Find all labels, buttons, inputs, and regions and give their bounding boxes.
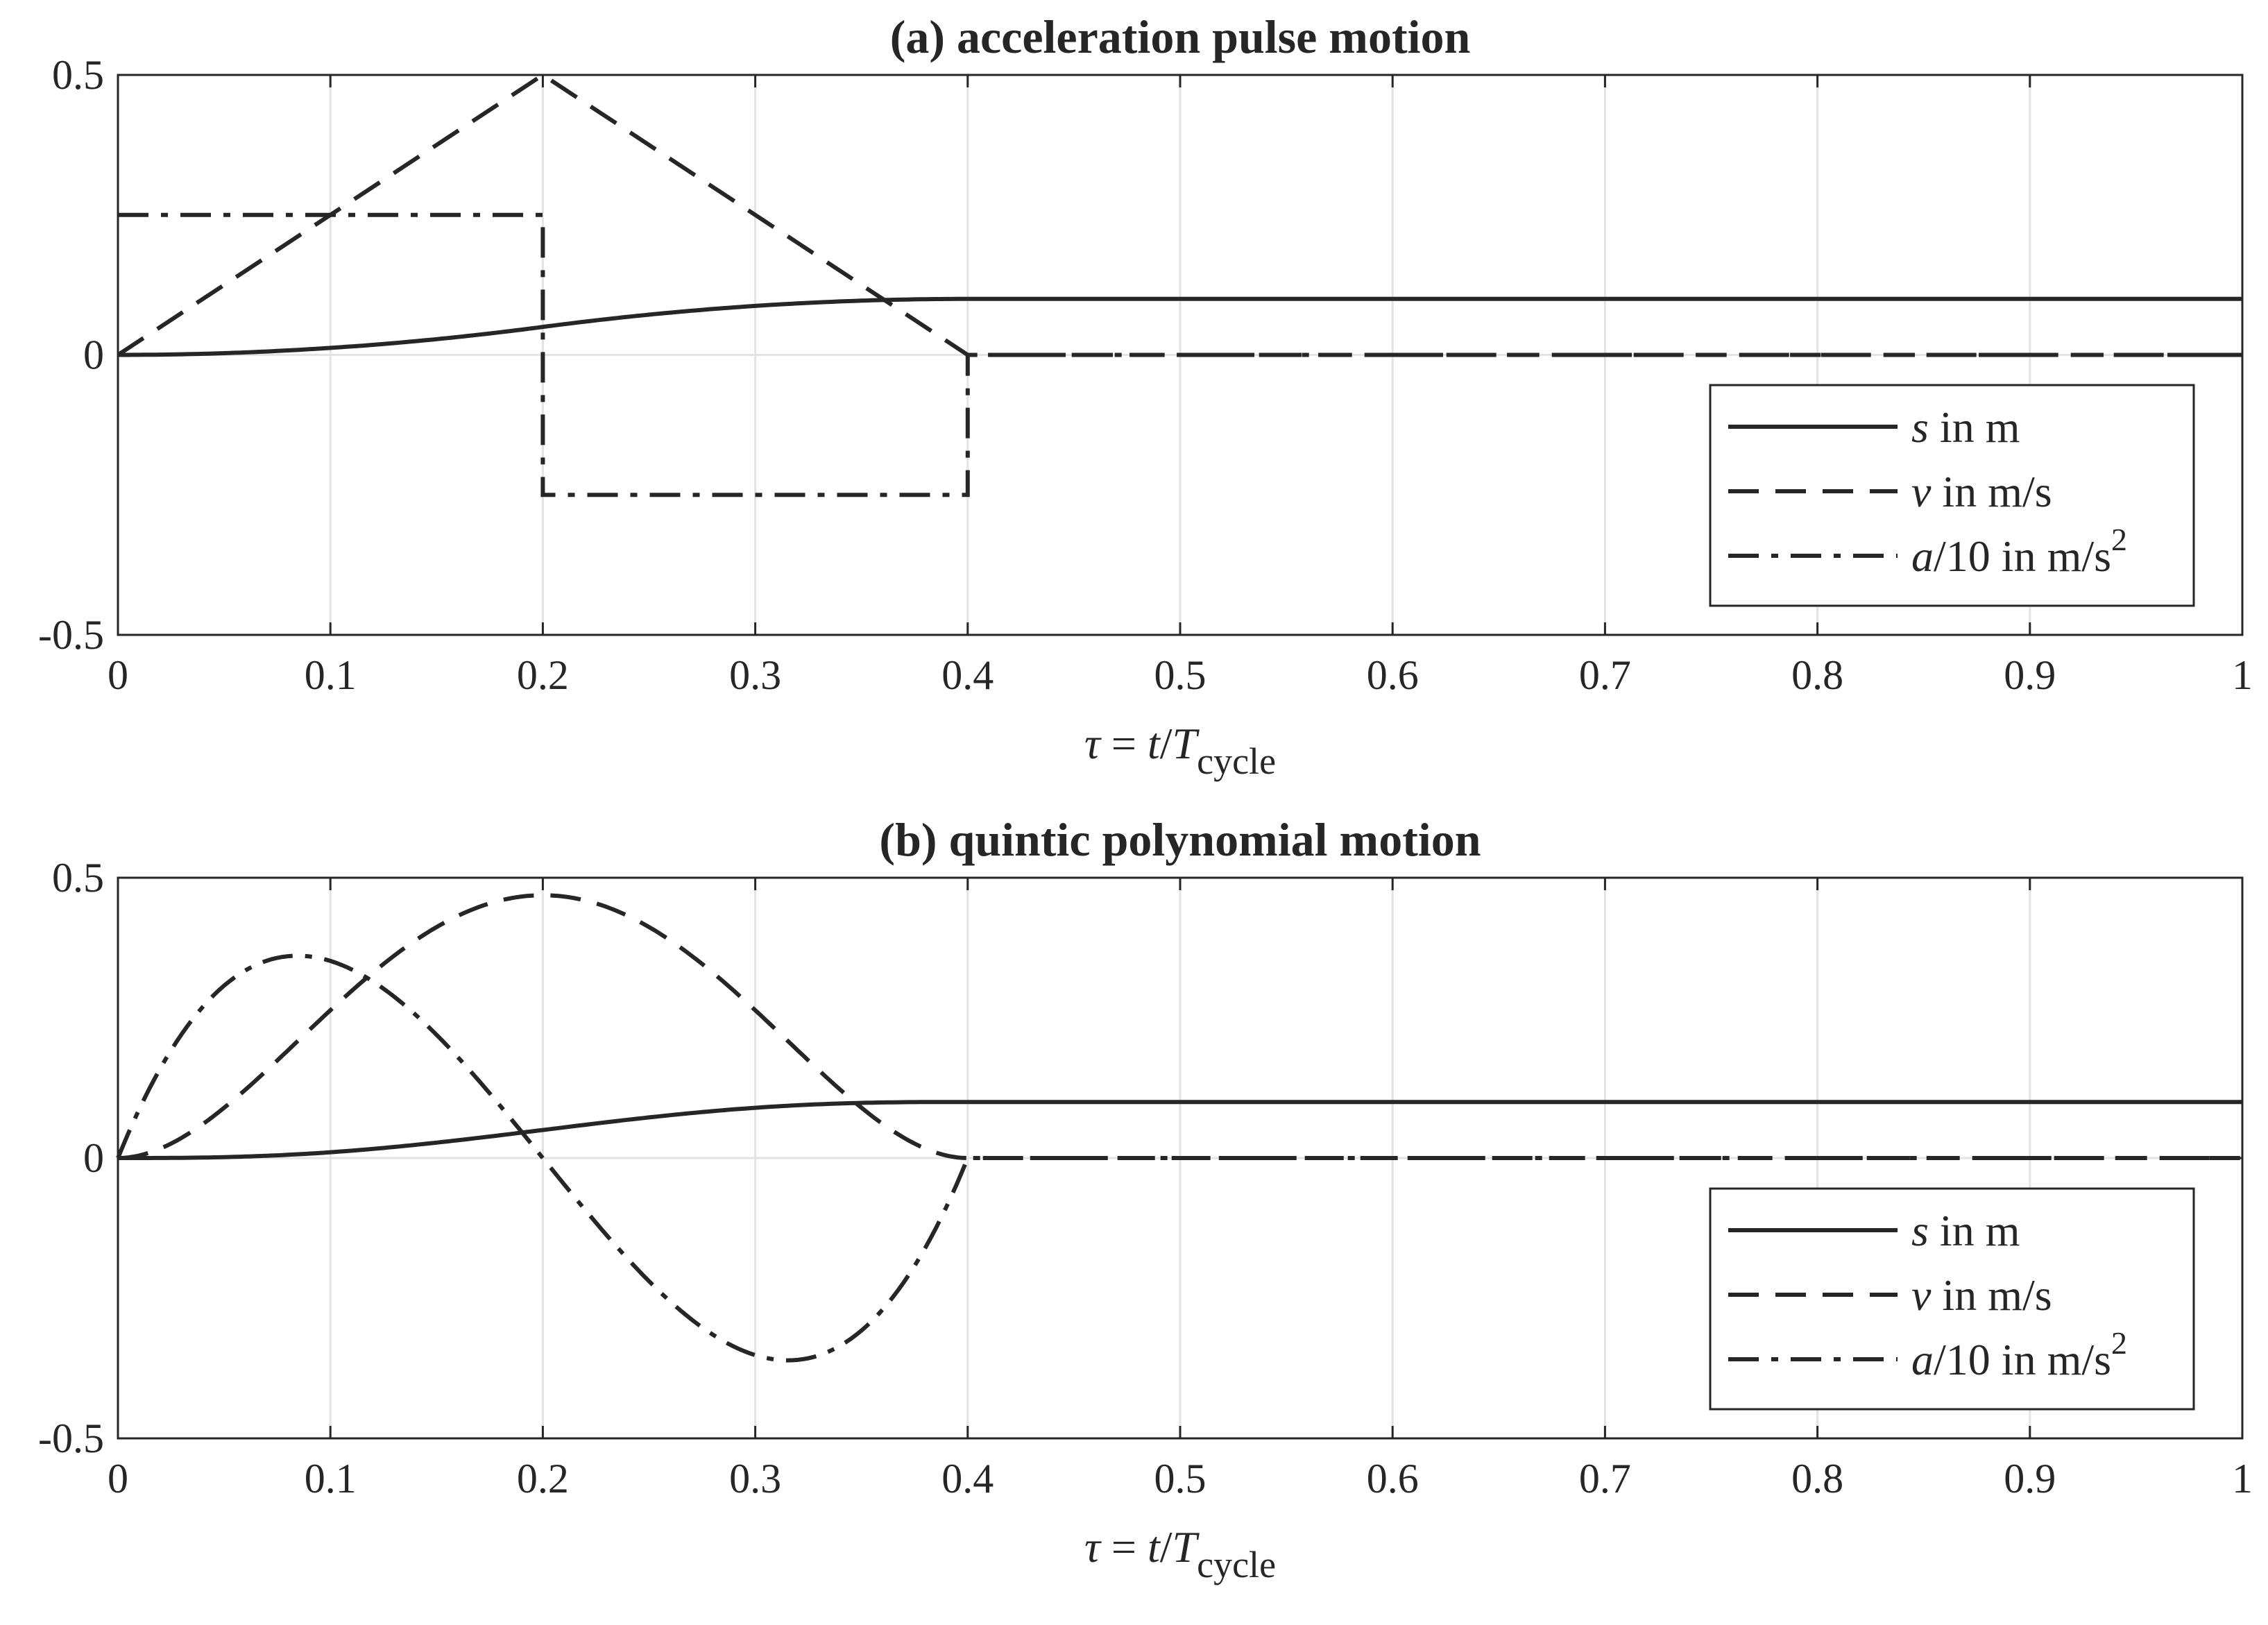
chart-title: (a) acceleration pulse motion [890,10,1471,63]
legend-var: s [1911,1206,1929,1255]
legend-var: v [1911,467,1932,516]
series-line-s [118,1100,2242,1160]
x-tick-label: 0.9 [2004,652,2056,698]
legend-var: v [1911,1270,1932,1320]
x-tick-label: 0.2 [517,1456,569,1501]
chart-a: 0 0.1 0.2 0.3 0.4 0.5 0.6 0.7 0.8 0.9 1-0.500.5(a)… [38,10,2253,782]
x-tick-label: 0.8 [1791,652,1843,698]
legend-unit: in m/s [1931,467,2052,516]
x-axis-label-slash: / [1160,719,1173,768]
chart-b: 0 0.1 0.2 0.3 0.4 0.5 0.6 0.7 0.8 0.9 1-0.500.5(b)… [38,813,2253,1585]
x-axis-label-sub: cycle [1197,1544,1276,1585]
x-axis-label: τ = t/Tcycle [1084,1522,1276,1585]
legend-label-v: v in m/s [1911,1270,2052,1320]
x-axis-label: τ = t/Tcycle [1084,719,1276,782]
series-line-a-10 [116,953,2242,1363]
legend-var: a [1911,531,1934,581]
legend-sup: 2 [2111,522,2127,557]
x-tick-label: 1 [2232,652,2253,698]
x-axis-label-T: T [1173,1522,1200,1572]
legend-sup: 2 [2111,1325,2127,1361]
legend-box [1709,1187,2195,1411]
y-tick-label: 0 [83,1135,104,1181]
x-tick-label: 1 [2232,1456,2253,1501]
y-tick-label: -0.5 [38,1415,104,1461]
x-axis-label-eq: = [1100,719,1148,768]
x-tick-label: 0.9 [2004,1456,2056,1501]
x-axis-label-slash: / [1160,1522,1173,1572]
legend-box [1709,384,2195,607]
legend-label-a-10: a/10 in m/s2 [1911,1325,2127,1384]
x-axis-label-T: T [1173,719,1200,768]
x-tick-label: 0.7 [1579,652,1631,698]
x-axis-label-t: t [1148,719,1161,768]
legend-unit: in m [1929,402,2020,452]
y-tick-label: 0.5 [52,52,104,98]
x-tick-label: 0.2 [517,652,569,698]
x-tick-label: 0.5 [1154,1456,1207,1501]
x-tick-label: 0.1 [305,652,357,698]
legend-unit: in m/s [1931,1270,2052,1320]
legend-label-s: s in m [1911,1206,2020,1255]
legend-unit: /10 in m/s [1934,531,2111,581]
legend-label-a-10: a/10 in m/s2 [1911,522,2127,581]
x-tick-label: 0.1 [305,1456,357,1501]
y-tick-label: 0.5 [52,855,104,901]
x-tick-label: 0.3 [729,652,781,698]
series-line-s [118,296,2242,357]
legend-var: s [1911,402,1929,452]
x-axis-label-var: τ [1084,719,1102,768]
x-tick-label: 0 [108,1456,128,1501]
x-axis-label-t: t [1148,1522,1161,1572]
x-axis-label-sub: cycle [1197,740,1276,782]
x-tick-label: 0 [108,652,128,698]
grid [118,878,2242,1438]
legend-unit: /10 in m/s [1934,1335,2111,1384]
x-axis-label-eq: = [1100,1522,1148,1572]
x-tick-label: 0.5 [1154,652,1207,698]
x-tick-label: 0.3 [729,1456,781,1501]
series-line-a-10 [118,212,2242,497]
legend-label-s: s in m [1911,402,2020,452]
x-tick-label: 0.6 [1367,652,1419,698]
chart-title: (b) quintic polynomial motion [879,813,1481,866]
x-tick-label: 0.6 [1367,1456,1419,1501]
x-tick-label: 0.8 [1791,1456,1843,1501]
y-tick-label: -0.5 [38,612,104,658]
legend-label-v: v in m/s [1911,467,2052,516]
legend-unit: in m [1929,1206,2020,1255]
x-axis-label-var: τ [1084,1522,1102,1572]
x-tick-label: 0.7 [1579,1456,1631,1501]
legend-var: a [1911,1335,1934,1384]
legend: s in m v in m/s a/10 in m/s2 [1709,384,2195,607]
y-tick-label: 0 [83,332,104,378]
x-tick-label: 0.4 [941,1456,994,1501]
legend: s in mv in m/sa/10 in m/s2 [1709,1187,2195,1411]
x-tick-label: 0.4 [941,652,994,698]
